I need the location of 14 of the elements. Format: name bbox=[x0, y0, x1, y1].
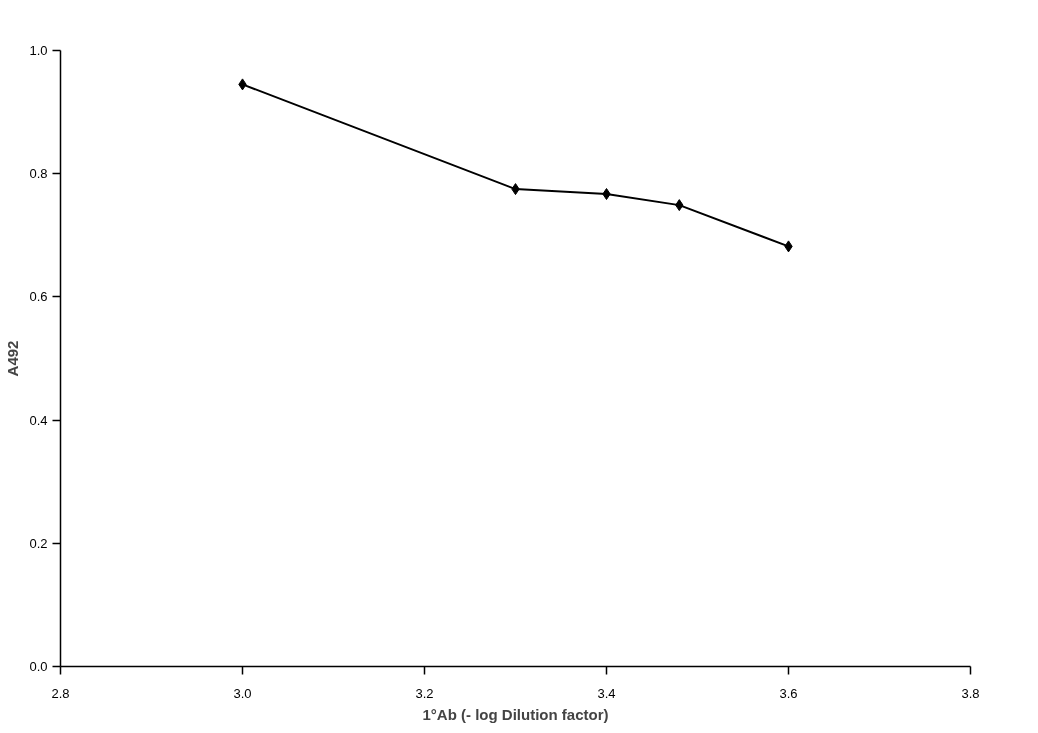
y-tick-label: 0.2 bbox=[29, 535, 48, 551]
x-tick-label: 3.6 bbox=[779, 685, 798, 701]
y-tick-label: 0.8 bbox=[29, 166, 48, 182]
y-tick-label: 1.0 bbox=[29, 43, 48, 58]
y-tick-label: 0.6 bbox=[29, 289, 48, 305]
x-tick-label: 3.2 bbox=[415, 685, 434, 701]
y-tick-label: 0.4 bbox=[29, 412, 48, 428]
x-tick-label: 3.0 bbox=[233, 685, 252, 701]
y-axis-title: A492 bbox=[4, 340, 22, 377]
x-tick-label: 3.4 bbox=[597, 685, 616, 701]
x-tick-label: 2.8 bbox=[51, 685, 70, 701]
x-axis-title: 1°Ab (- log Dilution factor) bbox=[422, 705, 609, 723]
x-tick-label: 3.8 bbox=[961, 685, 980, 701]
y-tick-label: 0.0 bbox=[29, 659, 48, 674]
